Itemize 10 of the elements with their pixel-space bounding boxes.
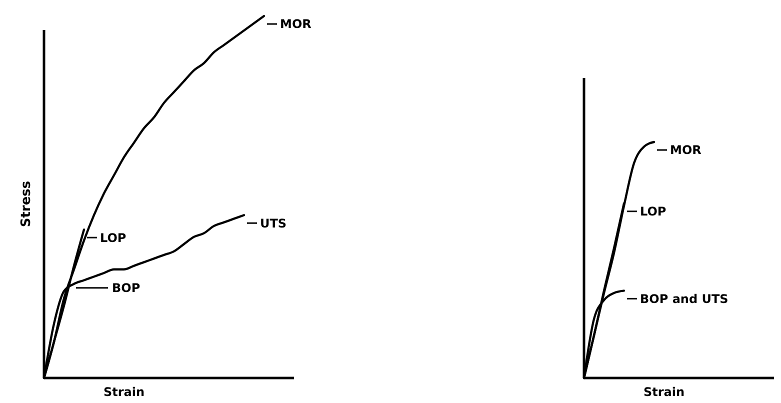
y-axis-title: Stress: [19, 180, 34, 228]
x-axis-title: Strain: [103, 385, 145, 399]
legend-label: BOP and UTS: [640, 292, 728, 306]
legend-label: MOR: [670, 143, 702, 158]
legend-label: LOP: [640, 204, 666, 219]
legend-label: LOP: [100, 230, 126, 245]
x-axis-title: Strain: [643, 385, 685, 399]
legend-label: MOR: [280, 17, 312, 32]
annotation: BOP: [112, 281, 140, 296]
legend-label: UTS: [260, 216, 287, 230]
